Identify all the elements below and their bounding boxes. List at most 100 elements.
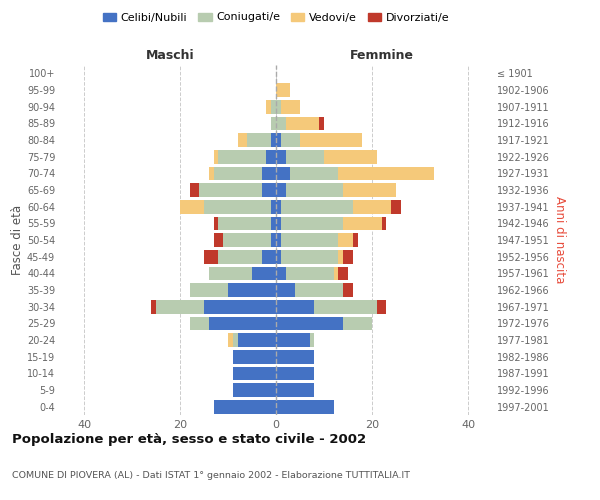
Bar (343, 283, 353, 297)
Bar (271, 133, 276, 147)
Bar (286, 266, 334, 280)
Bar (343, 250, 353, 264)
Bar (271, 216, 276, 230)
Bar (276, 366, 314, 380)
Bar (281, 216, 343, 230)
Bar (214, 400, 276, 413)
Bar (156, 300, 204, 314)
Bar (391, 200, 401, 213)
Bar (343, 316, 372, 330)
Bar (276, 266, 286, 280)
Bar (338, 166, 434, 180)
Bar (204, 250, 218, 264)
Bar (276, 333, 310, 347)
Bar (343, 216, 382, 230)
Bar (218, 150, 266, 164)
Bar (233, 350, 276, 364)
Bar (276, 250, 281, 264)
Bar (286, 116, 319, 130)
Bar (271, 116, 276, 130)
Bar (334, 266, 338, 280)
Bar (238, 333, 276, 347)
Bar (190, 183, 199, 197)
Bar (338, 233, 353, 247)
Legend: Celibi/Nubili, Coniugati/e, Vedovi/e, Divorziati/e: Celibi/Nubili, Coniugati/e, Vedovi/e, Di… (98, 8, 454, 27)
Y-axis label: Fasce di età: Fasce di età (11, 205, 24, 275)
Bar (281, 233, 338, 247)
Bar (276, 233, 281, 247)
Bar (286, 150, 324, 164)
Bar (281, 250, 338, 264)
Bar (204, 300, 276, 314)
Bar (238, 133, 247, 147)
Bar (266, 100, 271, 114)
Bar (190, 283, 228, 297)
Bar (276, 350, 314, 364)
Bar (276, 383, 314, 397)
Bar (233, 383, 276, 397)
Bar (290, 166, 338, 180)
Bar (295, 283, 343, 297)
Text: Maschi: Maschi (146, 48, 195, 62)
Bar (324, 150, 377, 164)
Bar (338, 250, 343, 264)
Bar (281, 100, 300, 114)
Text: Popolazione per età, sesso e stato civile - 2002: Popolazione per età, sesso e stato civil… (12, 432, 366, 446)
Bar (276, 116, 286, 130)
Bar (281, 133, 300, 147)
Bar (276, 166, 290, 180)
Bar (223, 233, 271, 247)
Bar (271, 100, 276, 114)
Text: Femmine: Femmine (350, 48, 413, 62)
Bar (276, 133, 281, 147)
Bar (209, 266, 252, 280)
Bar (209, 166, 214, 180)
Bar (314, 300, 377, 314)
Bar (214, 166, 262, 180)
Bar (266, 150, 276, 164)
Bar (300, 133, 362, 147)
Bar (310, 333, 314, 347)
Bar (214, 233, 223, 247)
Bar (276, 100, 281, 114)
Bar (190, 316, 209, 330)
Bar (233, 366, 276, 380)
Bar (276, 216, 281, 230)
Bar (209, 316, 276, 330)
Bar (276, 150, 286, 164)
Bar (353, 233, 358, 247)
Bar (276, 283, 295, 297)
Bar (151, 300, 156, 314)
Bar (276, 183, 286, 197)
Bar (218, 216, 271, 230)
Bar (214, 216, 218, 230)
Bar (228, 283, 276, 297)
Text: COMUNE DI PIOVERA (AL) - Dati ISTAT 1° gennaio 2002 - Elaborazione TUTTITALIA.IT: COMUNE DI PIOVERA (AL) - Dati ISTAT 1° g… (12, 470, 410, 480)
Bar (271, 200, 276, 213)
Bar (319, 116, 324, 130)
Bar (338, 266, 348, 280)
Bar (228, 333, 233, 347)
Bar (262, 250, 276, 264)
Bar (276, 316, 343, 330)
Bar (281, 200, 353, 213)
Bar (276, 400, 334, 413)
Bar (252, 266, 276, 280)
Bar (218, 250, 262, 264)
Bar (180, 200, 204, 213)
Bar (262, 183, 276, 197)
Bar (276, 83, 290, 97)
Bar (276, 300, 314, 314)
Bar (247, 133, 271, 147)
Bar (377, 300, 386, 314)
Bar (343, 183, 396, 197)
Bar (262, 166, 276, 180)
Bar (204, 200, 271, 213)
Bar (214, 150, 218, 164)
Bar (353, 200, 391, 213)
Bar (233, 333, 238, 347)
Bar (271, 233, 276, 247)
Y-axis label: Anni di nascita: Anni di nascita (553, 196, 566, 284)
Bar (276, 200, 281, 213)
Bar (382, 216, 386, 230)
